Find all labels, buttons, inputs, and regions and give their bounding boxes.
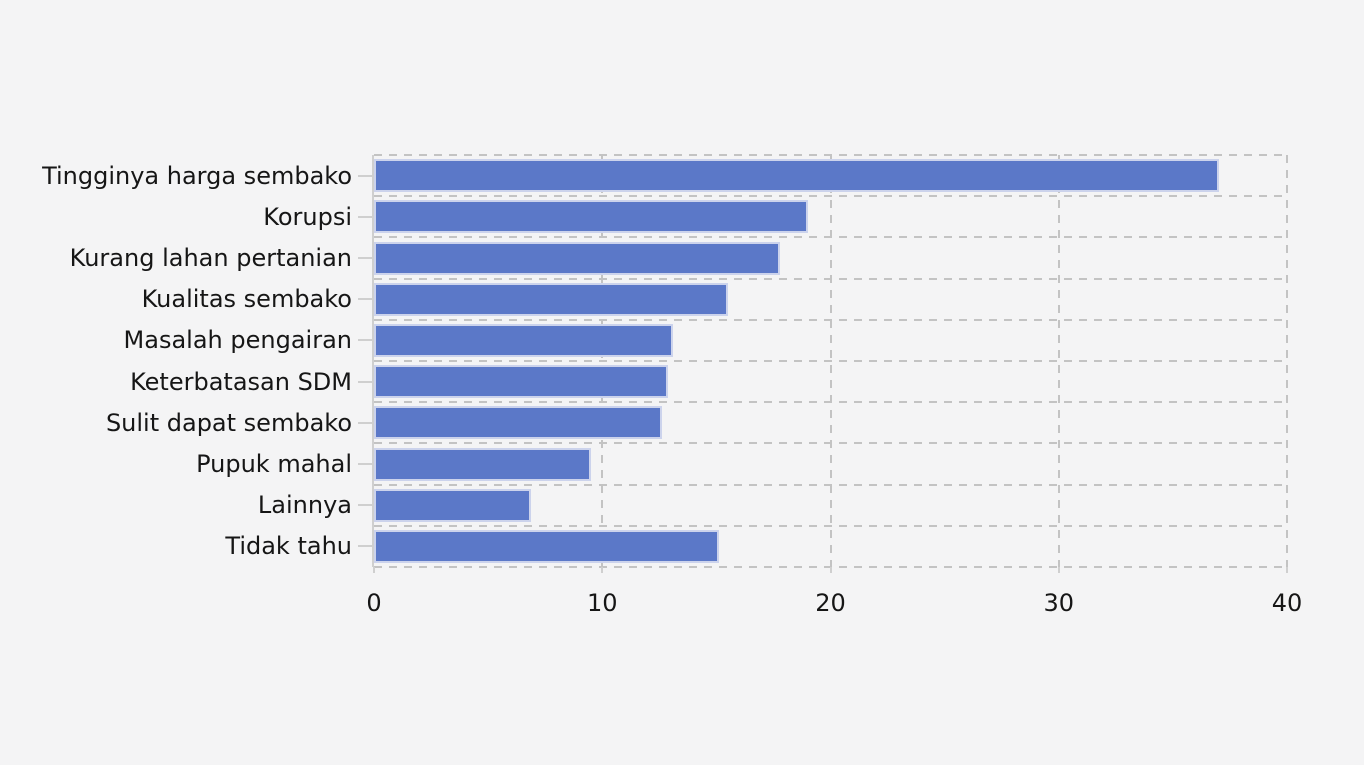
category-label: Kurang lahan pertanian <box>69 244 352 272</box>
bar-tidak-tahu <box>374 529 719 563</box>
x-tick-label: 20 <box>815 589 846 617</box>
vertical-gridline <box>829 155 832 567</box>
category-label: Korupsi <box>263 202 352 231</box>
x-tick-mark <box>601 567 604 573</box>
y-axis-spine <box>372 155 374 567</box>
plot-area <box>374 154 1288 568</box>
bar-korupsi <box>374 200 808 234</box>
x-tick-label: 10 <box>586 589 618 617</box>
x-tick-label: 30 <box>1043 589 1075 617</box>
x-tick-mark <box>373 567 375 573</box>
vertical-gridline <box>601 155 604 567</box>
category-label: Pupuk mahal <box>196 450 352 478</box>
y-tick-mark <box>358 298 372 301</box>
y-tick-mark <box>358 504 372 507</box>
category-label: Masalah pengairan <box>123 326 352 355</box>
x-tick-mark <box>1286 567 1288 573</box>
y-tick-mark <box>358 380 372 383</box>
bar-tingginya-harga-sembako <box>374 159 1219 193</box>
bar-masalah-pengairan <box>374 323 673 357</box>
category-label: Lainnya <box>257 491 352 520</box>
y-tick-mark <box>358 421 372 424</box>
category-label: Kualitas sembako <box>141 285 352 314</box>
bar-lainnya <box>374 488 532 522</box>
bar-kurang-lahan-pertanian <box>374 241 781 275</box>
bar-sulit-dapat-sembako <box>374 406 662 440</box>
y-tick-mark <box>358 545 372 548</box>
category-label: Tingginya harga sembako <box>42 161 352 190</box>
y-tick-mark <box>358 257 372 259</box>
bar-pupuk-mahal <box>374 447 591 481</box>
x-tick-label: 0 <box>366 589 382 617</box>
x-tick-mark <box>1057 567 1060 573</box>
vertical-gridline <box>1057 155 1060 567</box>
x-tick-mark <box>829 567 832 573</box>
category-label: Sulit dapat sembako <box>105 408 352 437</box>
bar-keterbatasan-sdm <box>374 365 669 399</box>
bar-kualitas-sembako <box>374 282 728 316</box>
category-label: Tidak tahu <box>225 532 352 561</box>
y-tick-mark <box>358 174 372 177</box>
x-tick-label: 40 <box>1271 589 1303 617</box>
y-tick-mark <box>358 463 372 465</box>
vertical-gridline <box>1286 155 1288 567</box>
y-tick-mark <box>358 215 372 218</box>
category-label: Keterbatasan SDM <box>130 367 352 396</box>
y-tick-mark <box>358 339 372 342</box>
